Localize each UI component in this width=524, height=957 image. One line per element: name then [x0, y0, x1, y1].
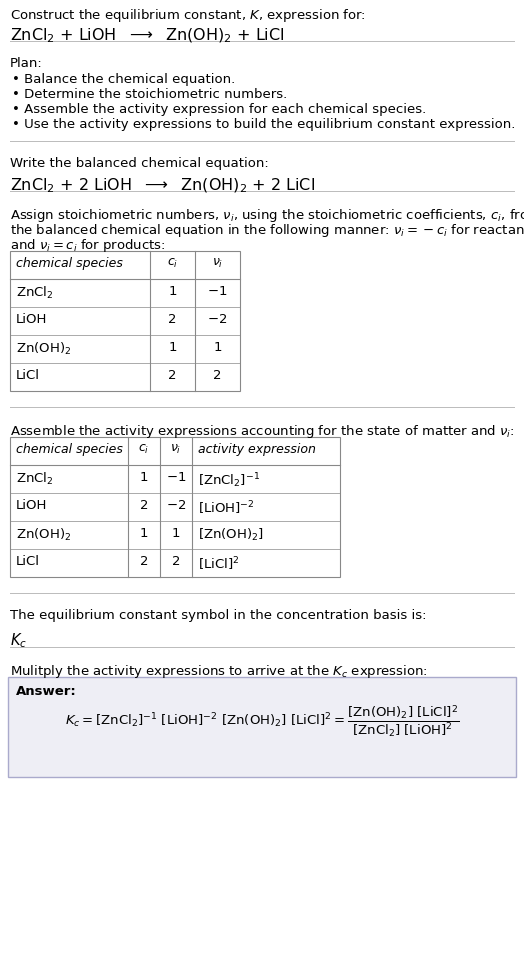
Bar: [10, 437, 340, 577]
Text: $K_c = [\mathrm{ZnCl_2}]^{-1}\ [\mathrm{LiOH}]^{-2}\ [\mathrm{Zn(OH)_2}]\ [\math: $K_c = [\mathrm{ZnCl_2}]^{-1}\ [\mathrm{…: [65, 704, 459, 740]
Text: $K_c$: $K_c$: [10, 631, 27, 650]
Text: LiCl: LiCl: [16, 369, 40, 382]
Text: chemical species: chemical species: [16, 257, 123, 270]
Text: 2: 2: [168, 369, 177, 382]
Text: LiOH: LiOH: [16, 499, 47, 512]
Text: Mulitply the activity expressions to arrive at the $K_c$ expression:: Mulitply the activity expressions to arr…: [10, 663, 428, 680]
Text: 2: 2: [140, 555, 148, 568]
Text: Answer:: Answer:: [16, 685, 77, 698]
Text: $\mathrm{ZnCl_2}$ + LiOH  $\longrightarrow$  $\mathrm{Zn(OH)_2}$ + LiCl: $\mathrm{ZnCl_2}$ + LiOH $\longrightarro…: [10, 27, 285, 45]
Text: Construct the equilibrium constant, $K$, expression for:: Construct the equilibrium constant, $K$,…: [10, 7, 366, 24]
Text: • Determine the stoichiometric numbers.: • Determine the stoichiometric numbers.: [12, 88, 287, 101]
Text: 1: 1: [140, 471, 148, 484]
Text: 1: 1: [213, 341, 222, 354]
Text: $[\mathrm{LiOH}]^{-2}$: $[\mathrm{LiOH}]^{-2}$: [198, 499, 255, 517]
Text: $\mathrm{ZnCl_2}$: $\mathrm{ZnCl_2}$: [16, 285, 53, 301]
Text: $[\mathrm{LiCl}]^2$: $[\mathrm{LiCl}]^2$: [198, 555, 239, 572]
Text: the balanced chemical equation in the following manner: $\nu_i = -c_i$ for react: the balanced chemical equation in the fo…: [10, 222, 524, 239]
Text: 2: 2: [168, 313, 177, 326]
Bar: [10, 251, 240, 391]
Text: $\mathrm{ZnCl_2}$: $\mathrm{ZnCl_2}$: [16, 471, 53, 487]
Text: LiOH: LiOH: [16, 313, 47, 326]
Text: 1: 1: [140, 527, 148, 540]
Text: 2: 2: [213, 369, 222, 382]
Text: Plan:: Plan:: [10, 57, 43, 70]
Text: $-1$: $-1$: [166, 471, 186, 484]
Text: $-1$: $-1$: [208, 285, 227, 298]
Text: 1: 1: [168, 341, 177, 354]
Text: $\mathrm{Zn(OH)_2}$: $\mathrm{Zn(OH)_2}$: [16, 527, 71, 544]
Text: $c_i$: $c_i$: [167, 257, 178, 270]
Text: $\mathrm{ZnCl_2}$ + 2 LiOH  $\longrightarrow$  $\mathrm{Zn(OH)_2}$ + 2 LiCl: $\mathrm{ZnCl_2}$ + 2 LiOH $\longrightar…: [10, 177, 315, 195]
Text: 1: 1: [172, 527, 180, 540]
Text: $[\mathrm{Zn(OH)_2}]$: $[\mathrm{Zn(OH)_2}]$: [198, 527, 264, 544]
Text: • Use the activity expressions to build the equilibrium constant expression.: • Use the activity expressions to build …: [12, 118, 516, 131]
Text: $-2$: $-2$: [166, 499, 186, 512]
Text: $\nu_i$: $\nu_i$: [212, 257, 223, 270]
Text: chemical species: chemical species: [16, 443, 123, 456]
Text: 2: 2: [172, 555, 180, 568]
Text: $-2$: $-2$: [208, 313, 227, 326]
Text: $c_i$: $c_i$: [138, 443, 150, 456]
Text: $\mathrm{Zn(OH)_2}$: $\mathrm{Zn(OH)_2}$: [16, 341, 71, 357]
Text: Assemble the activity expressions accounting for the state of matter and $\nu_i$: Assemble the activity expressions accoun…: [10, 423, 515, 440]
Text: • Balance the chemical equation.: • Balance the chemical equation.: [12, 73, 235, 86]
Text: 2: 2: [140, 499, 148, 512]
Text: The equilibrium constant symbol in the concentration basis is:: The equilibrium constant symbol in the c…: [10, 609, 427, 622]
FancyBboxPatch shape: [8, 677, 516, 777]
Text: • Assemble the activity expression for each chemical species.: • Assemble the activity expression for e…: [12, 103, 426, 116]
Text: activity expression: activity expression: [198, 443, 316, 456]
Text: $\nu_i$: $\nu_i$: [170, 443, 182, 456]
Text: Assign stoichiometric numbers, $\nu_i$, using the stoichiometric coefficients, $: Assign stoichiometric numbers, $\nu_i$, …: [10, 207, 524, 224]
Text: LiCl: LiCl: [16, 555, 40, 568]
Text: $[\mathrm{ZnCl_2}]^{-1}$: $[\mathrm{ZnCl_2}]^{-1}$: [198, 471, 260, 490]
Text: 1: 1: [168, 285, 177, 298]
Text: and $\nu_i = c_i$ for products:: and $\nu_i = c_i$ for products:: [10, 237, 166, 254]
Text: Write the balanced chemical equation:: Write the balanced chemical equation:: [10, 157, 269, 170]
